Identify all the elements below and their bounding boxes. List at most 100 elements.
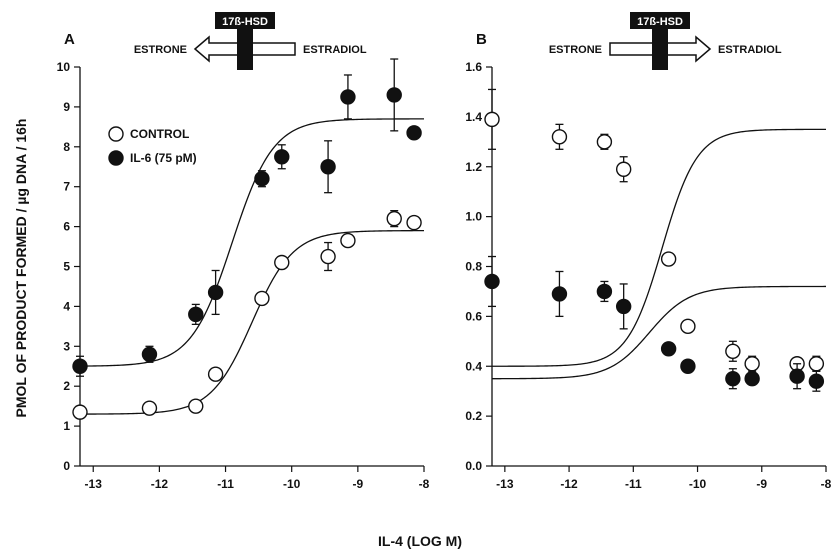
data-point <box>386 210 402 227</box>
enzyme-label: 17ß-HSD <box>222 16 268 28</box>
x-tick-label: -11 <box>625 477 642 491</box>
data-point <box>551 129 568 145</box>
fit-curve <box>492 285 826 380</box>
panel-a: 0 1 2 3 4 5 6 7 8 9 10 -13 -12 -11 -10 -9 -8 A 17ß-HSD ESTR… <box>57 12 430 491</box>
data-point <box>725 371 741 387</box>
data-point <box>188 306 204 323</box>
x-tick-label: -8 <box>419 477 430 491</box>
y-tick-label: 7 <box>63 180 70 194</box>
y-tick-label: 1.4 <box>465 110 482 124</box>
data-point <box>615 161 632 177</box>
data-point <box>340 232 356 249</box>
y-tick-label: 1.6 <box>465 60 482 74</box>
data-point <box>680 318 696 335</box>
y-tick-label: 0.2 <box>465 409 482 423</box>
x-tick-label: -13 <box>85 477 103 491</box>
data-point <box>141 346 158 362</box>
data-point <box>340 89 356 105</box>
series-il6 <box>484 255 826 392</box>
data-point <box>72 358 88 374</box>
data-point <box>789 368 805 384</box>
data-point <box>808 356 825 372</box>
legend: CONTROL IL-6 (75 pM) <box>108 126 197 166</box>
data-point <box>274 149 290 165</box>
data-point <box>744 371 760 387</box>
y-axis-title: PMOL OF PRODUCT FORMED / µg DNA / 16h <box>13 119 29 418</box>
data-point <box>406 214 422 231</box>
y-tick-label: 0.4 <box>465 359 482 373</box>
y-tick-label: 6 <box>63 220 70 234</box>
y-tick-label: 1.0 <box>465 210 482 224</box>
fit-curve <box>79 118 424 367</box>
series-il6 <box>72 58 424 377</box>
data-point <box>744 356 760 372</box>
y-tick-label: 0.0 <box>465 459 482 473</box>
data-point <box>484 273 500 290</box>
x-tick-label: -10 <box>689 477 707 491</box>
y-tick-label: 10 <box>57 60 71 74</box>
y-tick-label: 1.2 <box>465 160 482 174</box>
panel-b: 0.0 0.2 0.4 0.6 0.8 1.0 1.2 1.4 1.6 -13 -12 -11 -10 -… <box>465 12 832 491</box>
enzyme-bar <box>237 28 253 70</box>
data-point <box>596 134 613 150</box>
legend-marker <box>108 150 124 166</box>
data-point <box>725 343 741 359</box>
data-point <box>484 111 500 128</box>
reaction-right-label: ESTRADIOL <box>718 44 782 56</box>
y-tick-label: 8 <box>63 140 70 154</box>
data-point <box>207 284 224 301</box>
data-point <box>72 404 88 420</box>
enzyme-box <box>215 12 275 29</box>
data-point <box>254 290 270 307</box>
data-point <box>274 254 290 271</box>
enzyme-bar <box>652 28 668 70</box>
x-tick-label: -13 <box>496 477 514 491</box>
data-point <box>660 251 677 267</box>
y-tick-label: 3 <box>63 339 70 353</box>
data-point <box>808 373 825 389</box>
data-point <box>320 248 336 265</box>
y-tick-label: 2 <box>63 379 70 393</box>
data-point <box>188 398 204 414</box>
data-point <box>254 171 270 187</box>
data-point <box>551 286 568 302</box>
enzyme-box <box>630 12 690 29</box>
reaction-right-label: ESTRADIOL <box>303 44 367 56</box>
x-tick-label: -11 <box>217 477 234 491</box>
series-control <box>72 209 425 420</box>
data-point <box>596 283 613 300</box>
x-tick-label: -12 <box>151 477 169 491</box>
y-tick-label: 0.8 <box>465 260 482 274</box>
x-tick-label: -9 <box>756 477 767 491</box>
y-tick-label: 0.6 <box>465 309 482 323</box>
legend-marker <box>108 126 124 142</box>
x-tick-label: -8 <box>821 477 832 491</box>
y-tick-label: 9 <box>63 100 70 114</box>
y-tick-label: 0 <box>63 459 70 473</box>
reaction-left-label: ESTRONE <box>134 44 187 56</box>
reaction-schematic: 17ß-HSD ESTRONE ESTRADIOL <box>134 12 367 70</box>
enzyme-label: 17ß-HSD <box>637 16 683 28</box>
fit-curve <box>491 128 827 367</box>
data-point <box>141 400 158 416</box>
data-point <box>207 366 224 382</box>
data-point <box>615 298 632 315</box>
data-point <box>660 341 677 357</box>
legend-label: IL-6 (75 pM) <box>130 151 197 165</box>
legend-label: CONTROL <box>130 127 189 141</box>
panel-label: B <box>476 31 487 48</box>
x-tick-label: -12 <box>560 477 578 491</box>
x-tick-label: -9 <box>353 477 364 491</box>
data-point <box>320 159 336 175</box>
x-axis-title: IL-4 (LOG M) <box>378 533 462 549</box>
data-point <box>406 125 422 141</box>
y-tick-label: 5 <box>63 260 70 274</box>
data-point <box>680 358 696 374</box>
data-point <box>386 87 402 103</box>
panel-label: A <box>64 31 75 48</box>
fit-curve <box>79 229 425 415</box>
reaction-schematic: 17ß-HSD ESTRONE ESTRADIOL <box>549 12 782 70</box>
y-tick-label: 4 <box>63 299 70 313</box>
y-tick-label: 1 <box>63 419 70 433</box>
